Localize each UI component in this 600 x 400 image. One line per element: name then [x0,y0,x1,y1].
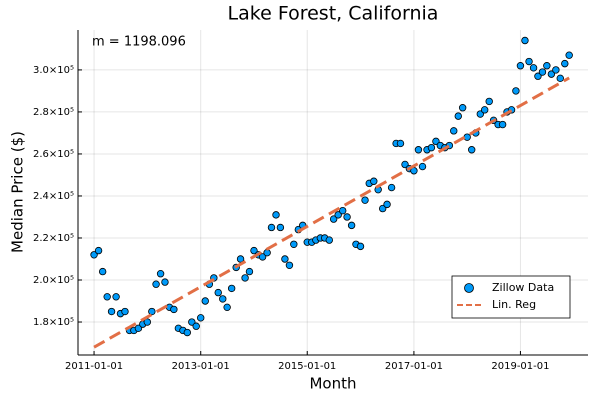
data-point [134,324,143,333]
data-point [148,307,156,316]
legend-label: Zillow Data [492,281,554,294]
data-point [547,70,556,78]
x-tick-label: 2011-01-01 [65,361,123,372]
chart-title: Lake Forest, California [228,3,439,25]
data-point [498,120,507,129]
data-point [529,64,538,72]
data-point [250,246,258,255]
data-point [561,59,569,68]
legend-box [451,275,571,319]
x-tick-label: 2019-01-01 [491,361,549,372]
data-point [290,240,298,248]
x-tick-label: 2013-01-01 [172,361,230,372]
data-point [534,72,542,80]
y-tick-label: 1.8×10⁵ [33,317,74,328]
data-point [197,314,205,322]
data-point [463,133,471,141]
data-point [241,274,249,282]
data-point [170,305,178,314]
data-point [556,74,564,83]
data-point [223,303,231,312]
x-tick-label: 2017-01-01 [385,361,443,372]
data-point [161,278,169,286]
y-tick-label: 2.6×10⁵ [33,149,74,160]
data-point [543,62,551,70]
data-point [258,253,267,261]
data-point [383,200,391,209]
legend-marker [464,283,474,293]
data-point [325,236,333,244]
y-tick-label: 3.0×10⁵ [33,65,74,76]
data-point [227,284,236,293]
data-point [329,215,338,223]
data-point [370,177,378,185]
data-point [192,322,200,330]
x-axis-label: Month [309,375,356,393]
data-point [476,110,485,118]
data-point [272,211,280,219]
x-tick-label: 2015-01-01 [278,361,336,372]
data-point [121,307,129,316]
data-point [458,104,467,112]
y-axis-label: Median Price ($) [9,131,27,253]
data-point [565,51,573,59]
data-point [387,183,396,192]
data-point [281,255,289,263]
y-tick-label: 2.2×10⁵ [33,233,74,244]
data-point [188,318,196,326]
data-point [339,206,347,215]
data-point [245,267,254,276]
annotation: m = 1198.096 [92,35,186,50]
data-point [414,146,423,154]
data-point [432,137,440,146]
data-point [156,269,165,278]
data-point [152,280,160,288]
data-point [552,66,560,74]
data-point [276,223,285,232]
y-tick-label: 2.0×10⁵ [33,275,74,286]
data-point [485,97,493,106]
data-point [378,204,387,213]
data-point [98,267,107,276]
data-point [103,293,111,301]
data-point [525,57,533,66]
y-tick-label: 2.8×10⁵ [33,107,74,118]
data-point [267,223,276,232]
data-point [343,213,351,221]
data-point [94,246,103,255]
data-point [427,143,436,152]
data-point [401,160,409,169]
data-point [538,68,547,76]
regression-line [93,76,570,349]
data-point [450,127,458,135]
y-tick-label: 2.4×10⁵ [33,191,74,202]
data-point [107,307,116,316]
data-point [112,293,120,301]
data-point [396,139,405,148]
data-point [285,261,294,269]
data-point [454,112,462,120]
data-point [361,196,369,204]
data-point [219,295,227,303]
data-point [480,106,489,114]
data-point [512,87,520,95]
data-point [347,221,356,230]
data-point [90,251,98,259]
data-point [521,36,529,45]
data-point [516,62,525,70]
data-point [356,242,365,251]
data-point [183,328,191,337]
data-point [214,288,222,297]
data-point [201,297,209,305]
data-point [467,146,476,154]
legend-label: Lin. Reg [492,298,536,311]
data-point [418,162,427,171]
data-point [236,255,245,263]
data-point [334,211,342,219]
